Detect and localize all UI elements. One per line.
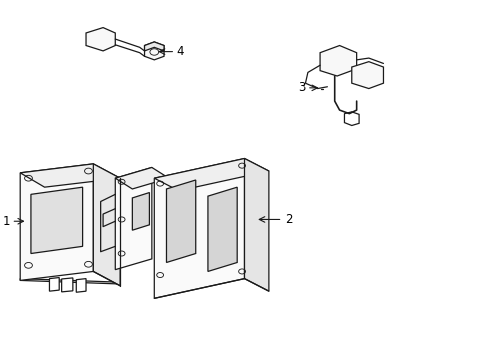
Polygon shape (144, 42, 163, 51)
Text: 1: 1 (3, 215, 10, 228)
Polygon shape (86, 28, 115, 51)
Polygon shape (115, 167, 168, 189)
Polygon shape (115, 167, 152, 270)
Polygon shape (344, 112, 358, 126)
Polygon shape (166, 180, 195, 262)
Polygon shape (20, 164, 93, 280)
Polygon shape (61, 278, 73, 292)
Polygon shape (154, 158, 244, 298)
Polygon shape (93, 164, 120, 286)
Text: 2: 2 (284, 213, 291, 226)
Polygon shape (76, 279, 86, 292)
Polygon shape (144, 42, 163, 60)
Polygon shape (20, 164, 120, 187)
Polygon shape (244, 158, 268, 291)
Polygon shape (31, 187, 82, 253)
Polygon shape (20, 279, 120, 284)
Polygon shape (132, 193, 149, 230)
Polygon shape (320, 45, 356, 76)
Polygon shape (49, 278, 59, 291)
Polygon shape (351, 62, 383, 89)
Text: 3: 3 (297, 81, 305, 94)
Polygon shape (207, 187, 237, 271)
Text: 4: 4 (177, 45, 184, 58)
Polygon shape (154, 158, 268, 191)
